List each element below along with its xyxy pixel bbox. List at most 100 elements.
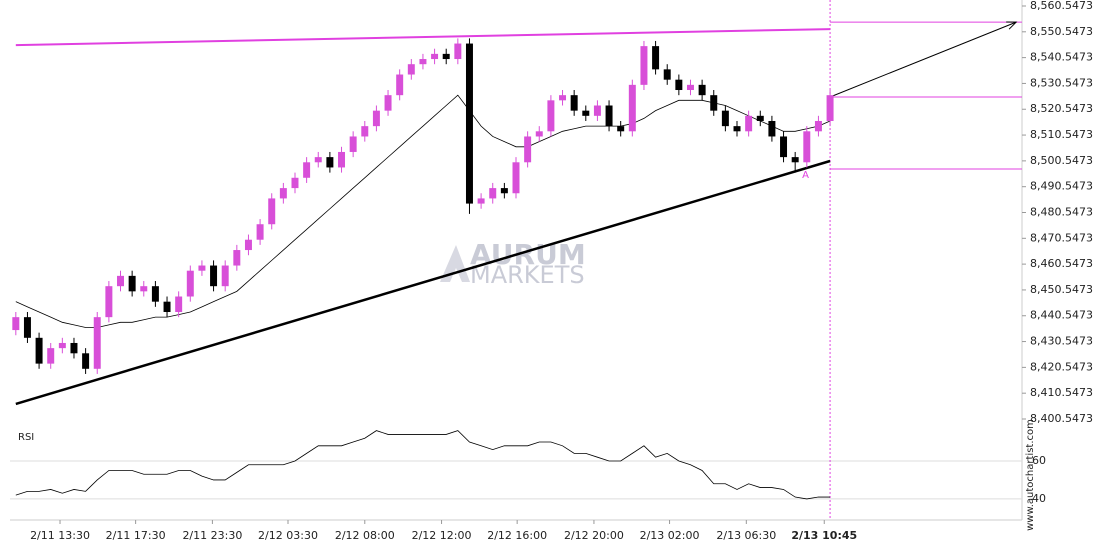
candle-body	[465, 43, 473, 204]
candle-body	[82, 353, 90, 369]
candle-body	[442, 53, 450, 60]
x-tick-label: 2/12 16:00	[487, 529, 547, 542]
y-tick-label: 8,460.5473	[1030, 257, 1093, 270]
y-tick-label: 8,420.5473	[1030, 360, 1093, 373]
x-tick-label: 2/11 13:30	[30, 529, 90, 542]
candle-body	[175, 296, 183, 312]
candle-body	[803, 131, 811, 163]
y-tick-label: 8,500.5473	[1030, 154, 1093, 167]
rsi-tick-label: 60	[1032, 454, 1046, 467]
candle-body	[547, 100, 555, 132]
candle-body	[186, 270, 194, 297]
y-tick-label: 8,410.5473	[1030, 386, 1093, 399]
candle-body	[163, 301, 171, 312]
candle-body	[314, 157, 322, 163]
candle-body	[826, 95, 834, 121]
candle-body	[151, 286, 159, 302]
candle-body	[721, 110, 729, 127]
candle-body	[303, 162, 311, 178]
y-tick-label: 8,560.5473	[1030, 0, 1093, 12]
candle-body	[593, 105, 601, 116]
x-tick-label: 2/11 17:30	[106, 529, 166, 542]
candle-body	[279, 188, 287, 199]
candle-body	[628, 84, 636, 132]
candle-body	[791, 157, 799, 163]
candle-body	[570, 95, 578, 111]
candle-body	[372, 110, 380, 127]
candle-body	[140, 286, 148, 292]
candle-body	[291, 177, 299, 189]
candle-body	[128, 275, 136, 292]
candle-body	[745, 115, 753, 132]
candle-body	[640, 46, 648, 85]
resistance-line	[15, 28, 831, 47]
candle-body	[489, 188, 497, 199]
candle-body	[454, 43, 462, 60]
candle-body	[686, 84, 694, 91]
candle-body	[582, 110, 590, 116]
candle-body	[198, 265, 206, 271]
y-tick-label: 8,510.5473	[1030, 128, 1093, 141]
rsi-label: RSI	[18, 432, 34, 443]
candle-body	[12, 317, 20, 331]
candle-body	[244, 239, 252, 251]
y-tick-label: 8,470.5473	[1030, 231, 1093, 244]
y-tick-label: 8,400.5473	[1030, 412, 1093, 425]
candle-body	[338, 151, 346, 168]
candle-body	[221, 265, 229, 287]
candle-body	[814, 120, 822, 132]
x-tick-label: 2/12 12:00	[412, 529, 472, 542]
candle-body	[349, 136, 357, 152]
candle-body	[93, 317, 101, 369]
x-tick-label: 2/13 02:00	[640, 529, 700, 542]
plot-background	[10, 0, 1022, 520]
candle-body	[105, 286, 113, 318]
watermark-logo	[440, 245, 470, 282]
y-tick-label: 8,520.5473	[1030, 102, 1093, 115]
moving-average	[15, 94, 831, 328]
forecast-arrow	[829, 21, 1017, 98]
candle-body	[500, 188, 508, 194]
candle-body	[407, 64, 415, 75]
candle-body	[384, 95, 392, 111]
watermark: AURUM	[470, 238, 586, 271]
candle-body	[477, 198, 485, 204]
candle-body	[35, 337, 43, 364]
candle-body	[361, 126, 369, 137]
rsi-line	[15, 430, 831, 500]
y-tick-label: 8,550.5473	[1030, 25, 1093, 38]
candle-body	[210, 265, 218, 287]
arrow-head	[1006, 21, 1018, 30]
candle-body	[268, 198, 276, 225]
candle-body	[652, 46, 660, 70]
rsi-tick-label: 40	[1032, 492, 1046, 505]
candle-body	[698, 84, 706, 96]
candle-body	[756, 115, 764, 121]
candle-body	[663, 69, 671, 80]
candle-body	[710, 95, 718, 111]
x-tick-label: 2/12 03:30	[258, 529, 318, 542]
candle-body	[70, 342, 78, 354]
candle-body	[58, 342, 66, 349]
candle-body	[326, 157, 334, 168]
x-tick-label: 2/13 06:30	[716, 529, 776, 542]
candle-body	[617, 126, 625, 132]
y-tick-label: 8,490.5473	[1030, 180, 1093, 193]
pattern-label: A	[802, 170, 809, 181]
candle-body	[780, 136, 788, 158]
candle-body	[233, 250, 241, 266]
y-tick-label: 8,480.5473	[1030, 205, 1093, 218]
candle-body	[512, 162, 520, 194]
candle-body	[524, 136, 532, 163]
candle-body	[47, 348, 55, 364]
x-tick-label: 2/13 10:45	[791, 529, 857, 542]
candle-body	[396, 74, 404, 96]
candle-body	[256, 224, 264, 240]
candle-body	[733, 126, 741, 132]
x-tick-label: 2/11 23:30	[182, 529, 242, 542]
candle-body	[675, 79, 683, 91]
candle-body	[559, 95, 567, 101]
y-tick-label: 8,430.5473	[1030, 335, 1093, 348]
candle-body	[419, 59, 427, 65]
